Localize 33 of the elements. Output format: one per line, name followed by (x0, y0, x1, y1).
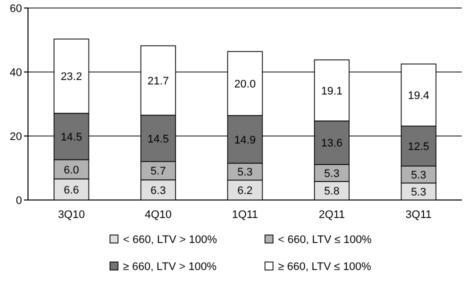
data-label: 19.1 (321, 85, 343, 98)
data-label: 6.6 (64, 184, 80, 196)
legend-label: ≥ 660, LTV > 100% (123, 261, 217, 273)
data-label: 14.5 (147, 133, 169, 146)
legend-label: < 660, LTV > 100% (123, 234, 218, 246)
data-label: 14.9 (234, 134, 256, 146)
y-tick-label: 60 (10, 3, 22, 15)
data-label: 5.3 (410, 186, 426, 199)
data-label: 6.3 (150, 184, 166, 197)
data-label: 13.6 (321, 138, 343, 150)
y-tick-label: 40 (10, 67, 22, 79)
x-tick-label: 2Q11 (318, 209, 345, 221)
data-label: 5.3 (324, 168, 340, 180)
data-label: 12.5 (408, 141, 430, 154)
x-tick-label: 3Q10 (58, 209, 85, 221)
data-label: 5.3 (237, 166, 253, 179)
data-label: 5.8 (324, 186, 340, 198)
data-label: 5.3 (410, 170, 426, 182)
data-label: 21.7 (147, 75, 169, 88)
legend-label: ≥ 660, LTV ≤ 100% (278, 261, 372, 273)
y-tick-label: 0 (16, 195, 22, 207)
data-label: 14.5 (60, 131, 82, 144)
y-tick-label: 20 (10, 131, 22, 143)
x-tick-label: 3Q11 (406, 209, 432, 221)
x-tick-label: 1Q11 (232, 209, 258, 221)
data-label: 6.0 (64, 164, 80, 176)
data-label: 6.2 (237, 185, 253, 198)
data-label: 20.0 (234, 78, 256, 91)
x-tick-label: 4Q10 (144, 209, 172, 221)
data-label: 5.7 (150, 166, 166, 178)
data-label: 23.2 (60, 71, 82, 84)
legend-label: < 660, LTV ≤ 100% (278, 234, 372, 246)
data-label: 19.4 (408, 90, 430, 102)
